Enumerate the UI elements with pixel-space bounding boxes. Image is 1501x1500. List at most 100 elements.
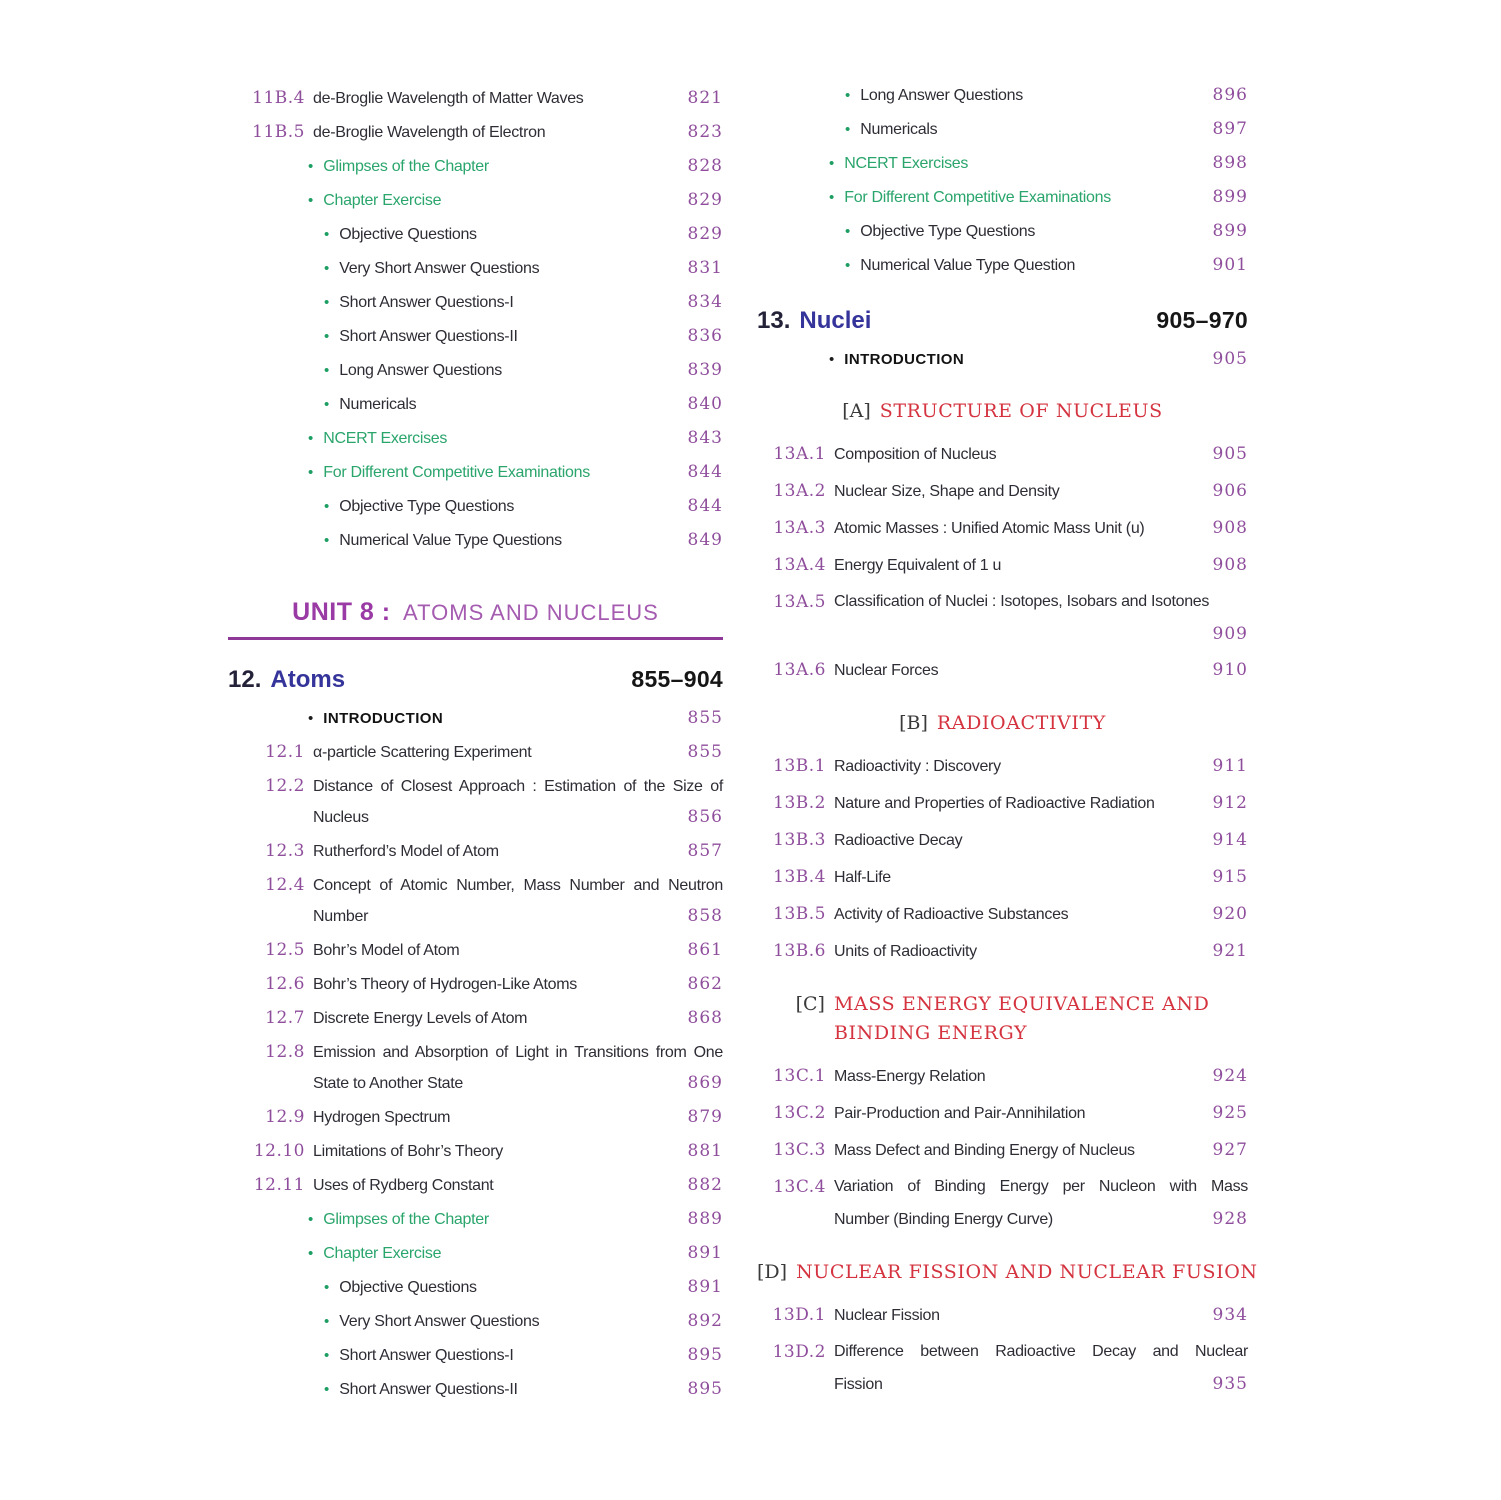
entry-number: 12.9 — [265, 1107, 305, 1127]
entry-page: 855 — [687, 742, 723, 762]
entry-text: Energy Equivalent of 1 u 908 — [834, 549, 1248, 582]
entry-line: Bohr’s Theory of Hydrogen-Like Atoms 862 — [313, 969, 723, 1000]
entry-text: α-particle Scattering Experiment 855 — [313, 737, 723, 768]
entry-line: Concept of Atomic Number, Mass Number an… — [313, 870, 723, 901]
part-heading: [B] RADIOACTIVITY — [899, 709, 1106, 738]
part-bracket: [B] — [899, 712, 928, 734]
entry-line: Activity of Radioactive Substances 920 — [834, 898, 1248, 931]
entry-title: Units of Radioactivity — [834, 943, 977, 960]
entry-page: 834 — [687, 292, 723, 312]
entry-number: 13B.6 — [773, 941, 826, 961]
entry-page: 911 — [1212, 756, 1248, 776]
toc-entry: • Numerical Value Type Questions 849 — [228, 525, 723, 556]
entry-number: 13A.6 — [773, 660, 826, 680]
entry-page: 857 — [687, 841, 723, 861]
entry-line: Atomic Masses : Unified Atomic Mass Unit… — [834, 512, 1248, 545]
entry-title: de-Broglie Wavelength of Electron — [313, 124, 546, 141]
bullet-icon: • — [829, 189, 835, 206]
toc-entry: • Very Short Answer Questions 831 — [228, 253, 723, 284]
part-title: MASS ENERGY EQUIVALENCE AND BINDING ENERG… — [834, 990, 1209, 1048]
toc-entry: • Glimpses of the Chapter 828 — [228, 151, 723, 182]
entry-number: 12.5 — [265, 940, 305, 960]
toc-entry: • Objective Questions 891 — [228, 1272, 723, 1303]
entry-line: Variation of Binding Energy per Nucleon … — [834, 1171, 1248, 1203]
entry-line: Limitations of Bohr’s Theory 881 — [313, 1136, 723, 1167]
entry-text: Difference between Radioactive Decay and… — [834, 1336, 1248, 1401]
entry-page: 829 — [687, 190, 723, 210]
entry-title: Atomic Masses : Unified Atomic Mass Unit… — [834, 520, 1145, 537]
entry-page: 855 — [687, 708, 723, 728]
entry-title: INTRODUCTION — [323, 710, 444, 727]
entry-line: • Glimpses of the Chapter 889 — [228, 1204, 723, 1235]
entry-page: 914 — [1212, 830, 1248, 850]
entry-line: Fission 935 — [834, 1368, 1248, 1401]
entry-page: 829 — [687, 224, 723, 244]
entry-line: α-particle Scattering Experiment 855 — [313, 737, 723, 768]
entry-page: 849 — [687, 530, 723, 550]
entry-line: • For Different Competitive Examinations 8… — [228, 457, 723, 488]
entry-page: 836 — [687, 326, 723, 346]
entry-title: Numerical Value Type Question — [860, 257, 1076, 274]
toc-entry: 13B.5 Activity of Radioactive Substances 9… — [757, 898, 1248, 931]
entry-text: Nuclear Fission 934 — [834, 1299, 1248, 1332]
entry-number: 13A.5 — [773, 592, 826, 612]
entry-title: Uses of Rydberg Constant — [313, 1177, 494, 1194]
entry-title: Chapter Exercise — [323, 192, 442, 209]
entry-page: 844 — [687, 462, 723, 482]
entry-text: Hydrogen Spectrum 879 — [313, 1102, 723, 1133]
entry-line: • INTRODUCTION 905 — [757, 344, 1248, 375]
chapter-13-introduction: • INTRODUCTION 905 — [757, 344, 1248, 375]
entry-text: Nature and Properties of Radioactive Rad… — [834, 787, 1248, 820]
entry-title: INTRODUCTION — [844, 351, 965, 368]
entry-line: • Objective Questions 891 — [228, 1272, 723, 1303]
part-title-line: MASS ENERGY EQUIVALENCE AND — [833, 993, 1210, 1015]
entry-page: 897 — [1212, 119, 1248, 139]
entry-page: 858 — [687, 906, 723, 926]
entry-page: 898 — [1212, 153, 1248, 173]
entry-line: Uses of Rydberg Constant 882 — [313, 1170, 723, 1201]
entry-page: 915 — [1212, 867, 1248, 887]
toc-left-top-list: 11B.4 de-Broglie Wavelength of Matter Wav… — [228, 83, 723, 556]
bullet-icon: • — [308, 430, 314, 447]
toc-entry: 12.9 Hydrogen Spectrum 879 — [228, 1102, 723, 1133]
toc-entry: 13B.2 Nature and Properties of Radioactiv… — [757, 787, 1248, 820]
toc-entry: 13A.1 Composition of Nucleus 905 — [757, 438, 1248, 471]
entry-title: Rutherford’s Model of Atom — [313, 843, 499, 860]
entry-title: Pair-Production and Pair-Annihilation — [834, 1105, 1086, 1122]
bullet-icon: • — [324, 328, 330, 345]
bullet-icon: • — [845, 121, 851, 138]
entry-line: Radioactivity : Discovery 911 — [834, 750, 1248, 783]
entry-title: For Different Competitive Examinations — [323, 464, 590, 481]
toc-entry: • Numerical Value Type Question 901 — [757, 250, 1248, 281]
toc-entry: • Long Answer Questions 839 — [228, 355, 723, 386]
entry-line: • NCERT Exercises 898 — [757, 148, 1248, 179]
chapter-title: Atoms — [270, 666, 346, 693]
entry-text: Pair-Production and Pair-Annihilation 925 — [834, 1097, 1248, 1130]
toc-entry: 13A.6 Nuclear Forces 910 — [757, 654, 1248, 687]
toc-entry: 12.3 Rutherford’s Model of Atom 857 — [228, 836, 723, 867]
entry-line: Half-Life 915 — [834, 861, 1248, 894]
entry-line: State to Another State 869 — [313, 1068, 723, 1099]
entry-line: • Chapter Exercise 891 — [228, 1238, 723, 1269]
toc-entry: • Objective Questions 829 — [228, 219, 723, 250]
toc-right-column: • Long Answer Questions 896 • Numericals 897 •… — [757, 80, 1257, 1405]
entry-page: 844 — [687, 496, 723, 516]
chapter-number: 13. — [757, 307, 791, 334]
entry-title: Short Answer Questions-II — [339, 1381, 518, 1398]
entry-number: 12.6 — [265, 974, 305, 994]
entry-number: 12.7 — [265, 1008, 305, 1028]
toc-entry: 13B.3 Radioactive Decay 914 — [757, 824, 1248, 857]
toc-entry: • Chapter Exercise 829 — [228, 185, 723, 216]
entry-title: Variation of Binding Energy per Nucleon … — [834, 1178, 1248, 1195]
entry-line: Nature and Properties of Radioactive Rad… — [834, 787, 1248, 820]
bullet-icon: • — [308, 192, 314, 209]
bullet-icon: • — [324, 1313, 330, 1330]
bullet-icon: • — [829, 155, 835, 172]
entry-page: 908 — [1212, 555, 1248, 575]
entry-page: 879 — [687, 1107, 723, 1127]
entry-number: 13C.4 — [773, 1177, 826, 1197]
entry-line: Nucleus 856 — [313, 802, 723, 833]
bullet-icon: • — [324, 1279, 330, 1296]
bullet-icon: • — [308, 464, 314, 481]
